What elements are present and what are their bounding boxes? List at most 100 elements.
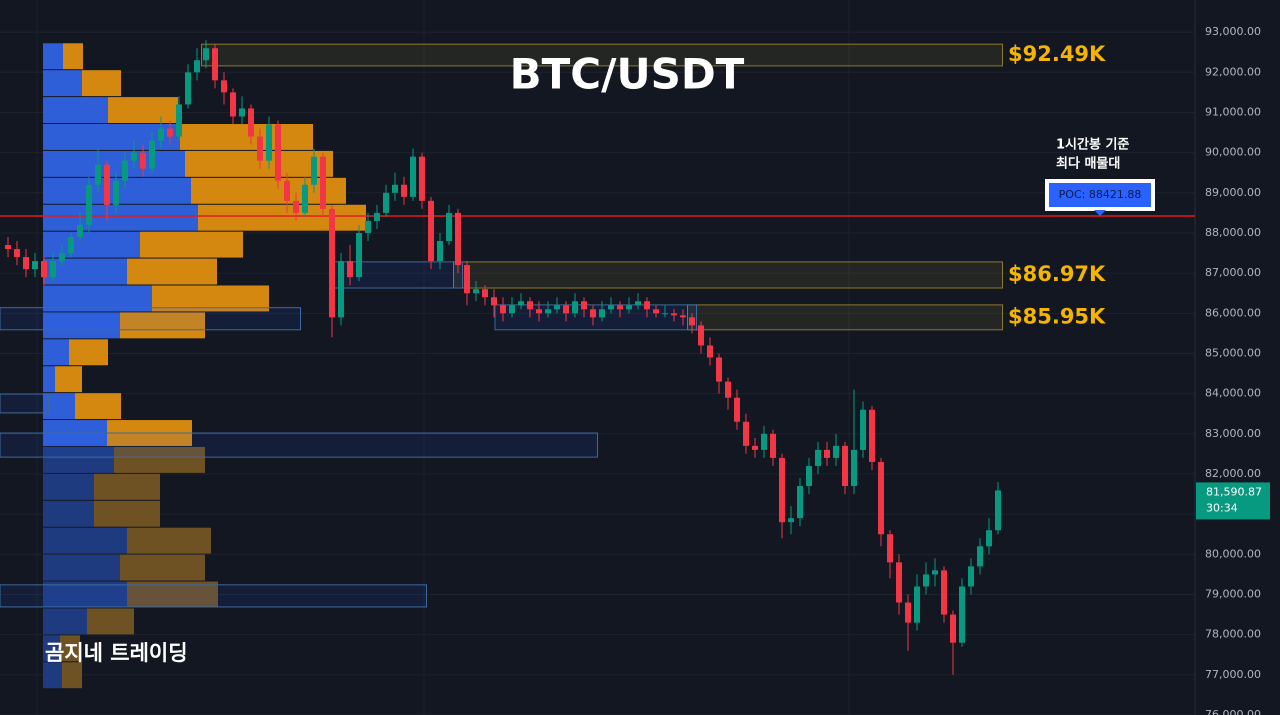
candle-body <box>527 301 533 310</box>
candle-body <box>518 301 524 306</box>
profile-buy <box>43 204 198 231</box>
profile-sell <box>55 366 82 393</box>
y-tick-label: 91,000.00 <box>1205 105 1261 118</box>
profile-sell <box>127 258 217 285</box>
candle-body <box>95 164 101 185</box>
profile-sell <box>180 124 313 150</box>
y-tick-label: 78,000.00 <box>1205 628 1261 641</box>
y-tick-label: 88,000.00 <box>1205 226 1261 239</box>
profile-sell <box>69 339 108 366</box>
box <box>0 307 301 331</box>
candle-body <box>410 156 416 197</box>
candle-body <box>284 180 290 201</box>
candle-body <box>698 325 704 346</box>
profile-buy <box>43 446 114 473</box>
candle-body <box>266 124 272 161</box>
candle-body <box>752 445 758 450</box>
candle-body <box>599 309 605 318</box>
candle-body <box>131 152 137 161</box>
poc-pointer <box>1094 210 1106 217</box>
profile-buy <box>43 312 120 339</box>
y-tick-label: 87,000.00 <box>1205 266 1261 279</box>
candle-body <box>707 345 713 358</box>
candle-body <box>275 124 281 181</box>
candle-body <box>356 232 362 278</box>
candle-body <box>257 136 263 161</box>
candle-body <box>500 305 506 314</box>
candle-body <box>887 534 893 563</box>
price-tag-label: 81,590.87 <box>1206 485 1262 498</box>
candle-body <box>716 357 722 382</box>
y-tick-label: 90,000.00 <box>1205 146 1261 159</box>
candle-body <box>464 265 470 294</box>
candle-body <box>689 317 695 326</box>
candle-body <box>113 180 119 205</box>
candle-body <box>761 433 767 450</box>
candle-body <box>437 241 443 262</box>
profile-buy <box>43 43 63 70</box>
candle-body <box>32 261 38 270</box>
candle-body <box>176 104 182 137</box>
candle-body <box>473 289 479 294</box>
candle-body <box>572 301 578 314</box>
candle-body <box>941 570 947 615</box>
candle-body <box>23 257 29 270</box>
profile-sell <box>127 581 218 608</box>
candle-body <box>140 152 146 169</box>
candle-body <box>230 92 236 117</box>
candle-body <box>824 449 830 458</box>
candle-body <box>338 261 344 318</box>
profile-buy <box>43 258 127 285</box>
candle-body <box>554 305 560 310</box>
candle-body <box>374 212 380 221</box>
y-tick-label: 89,000.00 <box>1205 186 1261 199</box>
candle-body <box>194 60 200 73</box>
candle-body <box>293 200 299 213</box>
poc-note: 최다 매물대 <box>1056 156 1120 172</box>
box <box>0 393 49 414</box>
candle-body <box>734 397 740 422</box>
candle-body <box>491 297 497 306</box>
candle-body <box>203 48 209 61</box>
candle-body <box>365 220 371 233</box>
candle-body <box>419 156 425 201</box>
profile-sell <box>152 285 269 312</box>
candle-body <box>383 192 389 213</box>
profile-buy <box>43 366 55 393</box>
candle-body <box>869 409 875 462</box>
y-tick-label: 77,000.00 <box>1205 668 1261 681</box>
candle-body <box>428 200 434 262</box>
candle-body <box>311 156 317 185</box>
candle-body <box>446 212 452 242</box>
y-tick-label: 86,000.00 <box>1205 306 1261 319</box>
candle-body <box>392 184 398 193</box>
candle-body <box>842 445 848 487</box>
candle-body <box>626 305 632 310</box>
candle-body <box>86 184 92 225</box>
profile-buy <box>43 97 108 124</box>
candle-body <box>932 570 938 575</box>
profile-sell <box>94 500 160 527</box>
candle-body <box>149 140 155 169</box>
candle-body <box>320 156 326 209</box>
profile-buy <box>43 635 60 662</box>
candle-body <box>851 449 857 487</box>
profile-sell <box>114 446 205 473</box>
watermark: 곰지네 트레이딩 <box>45 641 188 665</box>
profile-buy <box>43 662 62 689</box>
profile-sell <box>140 231 243 258</box>
y-tick-label: 80,000.00 <box>1205 547 1261 560</box>
candle-body <box>878 461 884 535</box>
y-tick-label: 79,000.00 <box>1205 587 1261 600</box>
y-tick-label: 84,000.00 <box>1205 387 1261 400</box>
candle-body <box>905 602 911 623</box>
candle-body <box>50 261 56 278</box>
box <box>0 584 427 608</box>
candle-body <box>212 48 218 81</box>
profile-sell <box>120 554 205 581</box>
candle-body <box>617 305 623 310</box>
candle-body <box>14 249 20 258</box>
candle-body <box>779 457 785 523</box>
